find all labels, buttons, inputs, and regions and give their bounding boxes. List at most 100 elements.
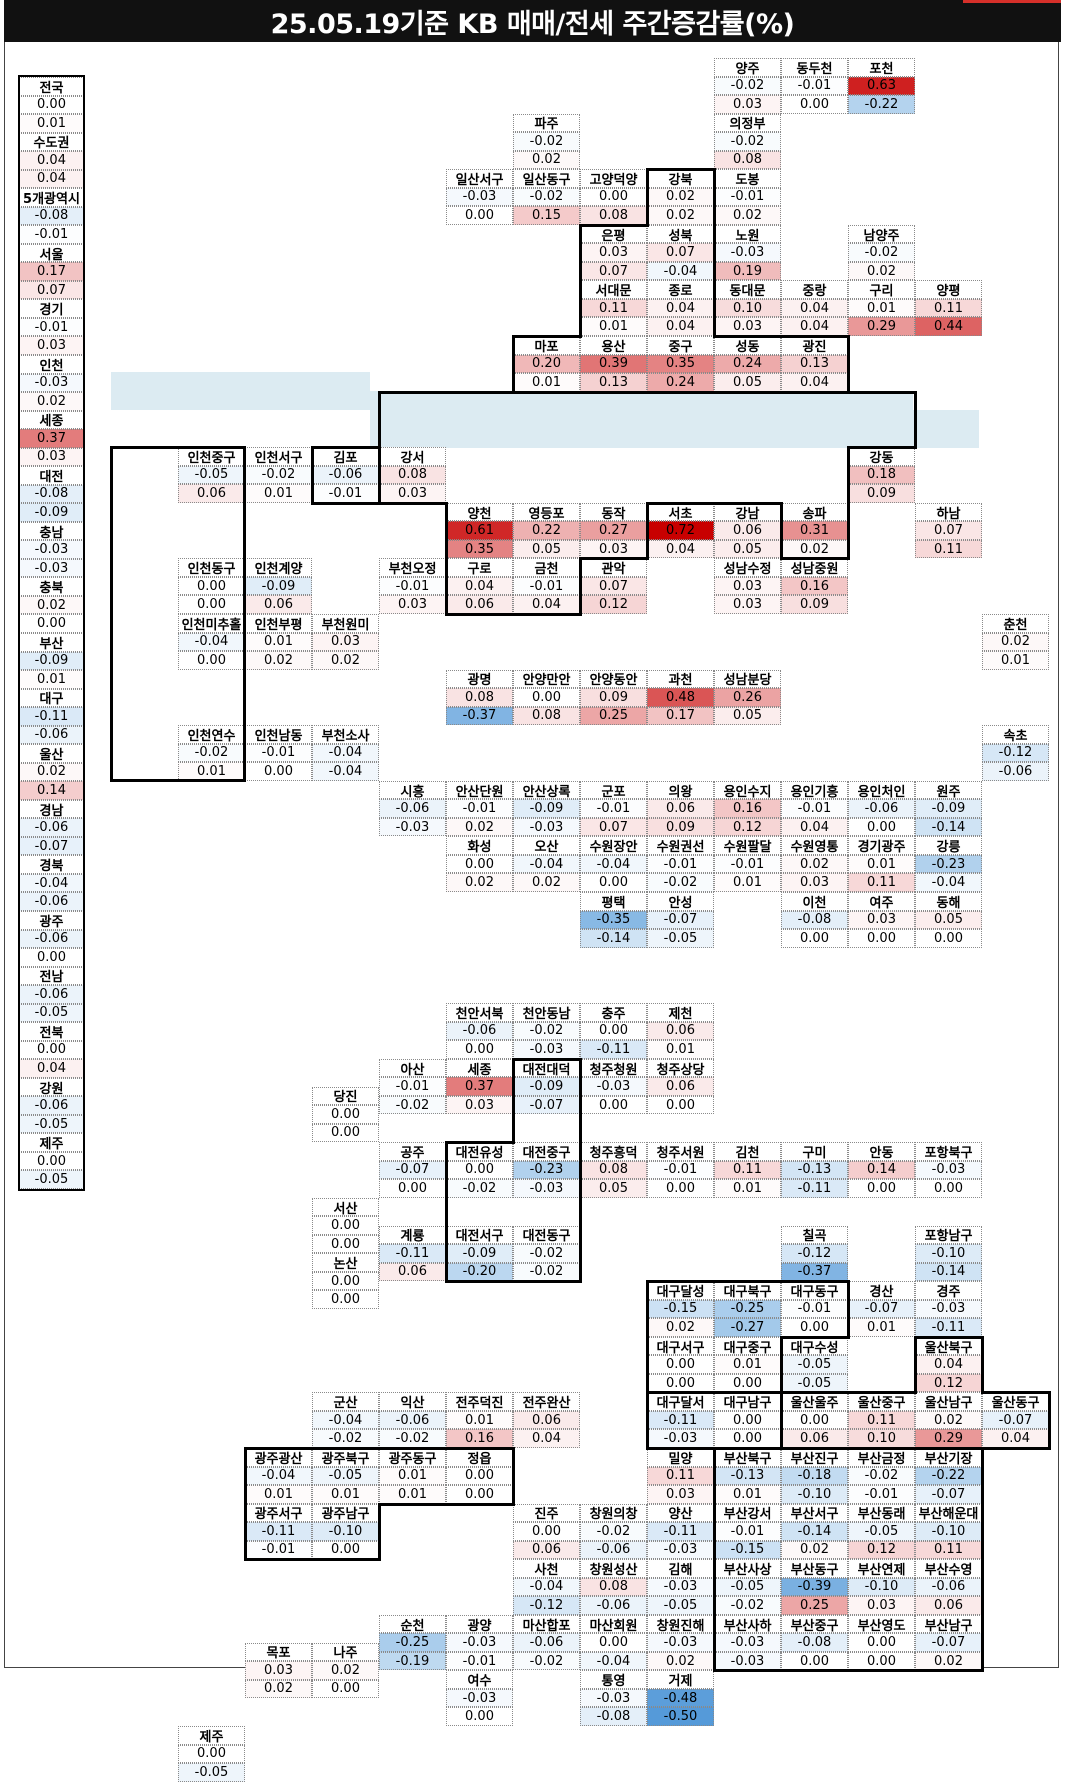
region-sale-value: -0.06: [379, 1410, 446, 1430]
seoul-border-segment: [713, 223, 716, 338]
region-jeonse-value: -0.02: [513, 1651, 580, 1671]
column-label: 인천: [19, 355, 84, 374]
seoul-border-segment: [311, 446, 381, 450]
region-jeonse-value: 0.17: [647, 706, 714, 726]
region-jeonse-value: 0.01: [714, 1179, 781, 1198]
region-jeonse-value: 0.02: [446, 873, 513, 892]
region-label: 사천: [513, 1559, 580, 1578]
region-label: 대구서구: [647, 1336, 714, 1356]
region-label: 당진: [312, 1086, 379, 1106]
region-sale-value: -0.02: [513, 1021, 580, 1041]
region-label: 청주청원: [580, 1058, 647, 1078]
region-sale-value: 0.00: [580, 1021, 647, 1041]
region-sale-value: -0.02: [513, 132, 580, 151]
region-sale-value: -0.01: [714, 854, 781, 874]
region-jeonse-value: 0.16: [446, 1429, 513, 1448]
region-jeonse-value: 0.02: [647, 1318, 714, 1337]
region-label: 제천: [647, 1003, 714, 1022]
region-jeonse-value: -0.14: [580, 929, 647, 948]
region-label: 광주남구: [312, 1503, 379, 1523]
region-sale-value: -0.03: [714, 1633, 781, 1652]
region-jeonse-value: 0.00: [714, 1373, 781, 1393]
region-sale-value: -0.03: [647, 1577, 714, 1597]
region-jeonse-value: -0.02: [379, 1095, 446, 1115]
highlight-band: [111, 372, 370, 391]
region-jeonse-value: -0.05: [647, 1596, 714, 1615]
column-sale-value: -0.06: [19, 1096, 84, 1115]
region-jeonse-value: -0.02: [379, 1429, 446, 1448]
region-sale-value: -0.11: [245, 1522, 312, 1541]
region-jeonse-value: -0.03: [379, 817, 446, 837]
highlight-band: [370, 410, 979, 448]
seoul-border-segment: [512, 335, 515, 394]
region-sale-value: -0.12: [982, 743, 1049, 763]
region-label: 울산북구: [915, 1336, 982, 1356]
region-sale-value: -0.10: [312, 1522, 379, 1541]
region-jeonse-value: 0.05: [580, 1179, 647, 1198]
region-label: 용인처인: [848, 780, 915, 800]
region-label: 화성: [446, 836, 513, 855]
region-jeonse-value: 0.02: [781, 539, 848, 559]
region-jeonse-value: 0.02: [848, 261, 915, 281]
region-label: 중랑: [781, 280, 848, 299]
region-jeonse-value: 0.19: [714, 261, 781, 281]
region-label: 포항북구: [915, 1142, 982, 1161]
column-sale-value: -0.04: [19, 873, 84, 893]
daejeon-border-segment: [445, 1280, 582, 1284]
busan-border-segment: [713, 1447, 716, 1673]
region-jeonse-value: 0.08: [580, 206, 647, 225]
title-text: 25.05.19기준 KB 매매/전세 주간증감률(%): [270, 8, 795, 40]
region-sale-value: -0.08: [781, 910, 848, 929]
region-jeonse-value: 0.00: [848, 1651, 915, 1671]
region-jeonse-value: 0.12: [848, 1540, 915, 1560]
region-sale-value: -0.01: [647, 854, 714, 874]
region-jeonse-value: -0.05: [178, 1763, 245, 1782]
region-sale-value: -0.01: [379, 576, 446, 596]
region-label: 경산: [848, 1281, 915, 1300]
region-label: 인천부평: [245, 614, 312, 633]
region-jeonse-value: 0.03: [714, 95, 781, 114]
region-sale-value: 0.08: [580, 1577, 647, 1597]
region-jeonse-value: 0.01: [848, 1318, 915, 1337]
region-sale-value: 0.06: [647, 1021, 714, 1041]
region-label: 양평: [915, 280, 982, 299]
region-sale-value: 0.06: [714, 521, 781, 540]
region-label: 진주: [513, 1503, 580, 1523]
region-jeonse-value: 0.00: [647, 1179, 714, 1198]
region-sale-value: 0.16: [781, 576, 848, 596]
ulsan-border-segment: [981, 1335, 984, 1395]
region-sale-value: 0.31: [781, 521, 848, 540]
region-label: 수원장안: [580, 836, 647, 855]
region-label: 일산동구: [513, 169, 580, 188]
region-sale-value: 0.00: [848, 1633, 915, 1652]
region-jeonse-value: 0.04: [513, 1429, 580, 1448]
region-sale-value: 0.06: [647, 799, 714, 818]
region-label: 부산북구: [714, 1448, 781, 1467]
region-label: 마산합포: [513, 1614, 580, 1634]
region-jeonse-value: -0.06: [580, 1596, 647, 1615]
region-jeonse-value: 0.00: [848, 1179, 915, 1198]
region-jeonse-value: 0.05: [714, 706, 781, 726]
region-label: 마포: [513, 336, 580, 355]
region-jeonse-value: 0.00: [647, 1095, 714, 1115]
region-label: 평택: [580, 892, 647, 911]
region-sale-value: -0.14: [781, 1522, 848, 1541]
region-jeonse-value: 0.15: [513, 206, 580, 225]
region-jeonse-value: 0.12: [714, 817, 781, 837]
region-sale-value: 0.27: [580, 521, 647, 540]
region-sale-value: 0.01: [848, 854, 915, 874]
region-sale-value: -0.05: [312, 1466, 379, 1485]
region-sale-value: 0.04: [446, 576, 513, 596]
region-sale-value: -0.04: [513, 854, 580, 874]
region-sale-value: 0.03: [714, 576, 781, 596]
region-sale-value: -0.03: [714, 243, 781, 262]
region-jeonse-value: -0.22: [848, 95, 915, 114]
region-sale-value: -0.01: [379, 1077, 446, 1096]
page-title: 25.05.19기준 KB 매매/전세 주간증감률(%): [4, 0, 1061, 42]
column-sale-value: -0.08: [19, 206, 84, 226]
region-sale-value: -0.09: [245, 576, 312, 596]
region-label: 동대문: [714, 280, 781, 299]
region-label: 오산: [513, 836, 580, 855]
region-label: 안산단원: [446, 780, 513, 800]
seoul-border-segment: [780, 557, 850, 561]
